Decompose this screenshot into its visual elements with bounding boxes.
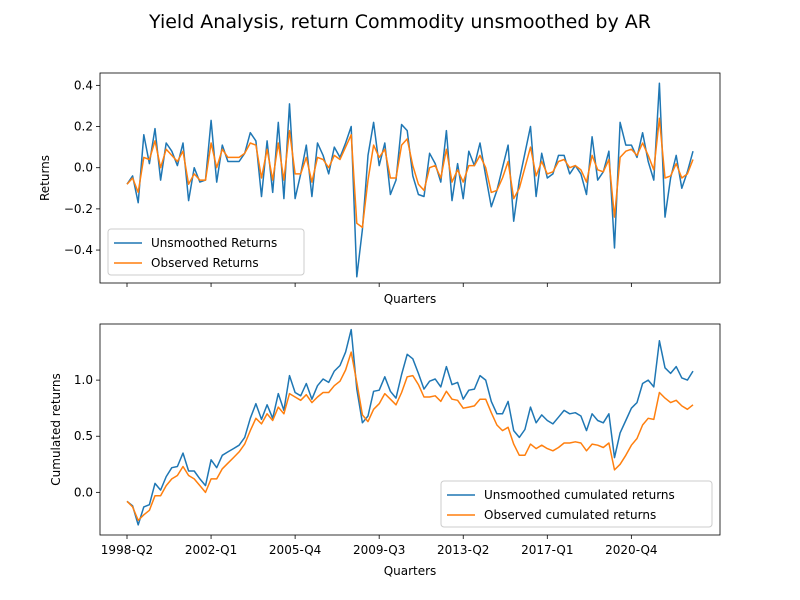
- returns-y-axis-label: Returns: [38, 155, 52, 201]
- cumulated-y-axis-label: Cumulated returns: [49, 373, 63, 485]
- cumulated-ytick-label: 0.5: [74, 429, 93, 443]
- returns-ytick-label: −0.2: [64, 202, 93, 216]
- cumulated-xtick-label: 2009-Q3: [353, 543, 405, 557]
- returns-x-axis-label: Quarters: [384, 292, 437, 306]
- returns-ytick-label: 0.0: [74, 161, 93, 175]
- cumulated-xtick-label: 2017-Q1: [521, 543, 573, 557]
- cumulated-x-axis-label: Quarters: [384, 564, 437, 578]
- cumulated-axes-frame: [99, 323, 721, 536]
- returns-ytick-label: 0.2: [74, 120, 93, 134]
- cumulated-legend-label: Unsmoothed cumulated returns: [484, 488, 675, 502]
- cumulated-series-line-2: [126, 351, 694, 522]
- cumulated-legend: Unsmoothed cumulated returns Observed cum…: [440, 480, 713, 528]
- cumulated-legend-box: [440, 480, 713, 528]
- returns-ytick-label: 0.4: [74, 78, 93, 92]
- cumulated-series-line-1: [126, 328, 694, 526]
- cumulated-xtick-label: 2002-Q1: [185, 543, 237, 557]
- cumulated-ytick-label: 0.0: [74, 485, 93, 499]
- cumulated-xtick-label: 1998-Q2: [101, 543, 153, 557]
- cumulated-xtick-label: 2013-Q2: [437, 543, 489, 557]
- returns-legend-label: Unsmoothed Returns: [151, 236, 277, 250]
- cumulated-legend-label: Observed cumulated returns: [484, 508, 656, 522]
- cumulated-xtick-label: 2005-Q4: [269, 543, 321, 557]
- cumulated-ytick-label: 1.0: [74, 373, 93, 387]
- cumulated-xtick-label: 2020-Q4: [605, 543, 657, 557]
- returns-ytick-label: −0.4: [64, 243, 93, 257]
- returns-legend-label: Observed Returns: [151, 256, 259, 270]
- cumulated-returns-subplot: 0.0 0.5 1.0 1998-Q2 2002-Q1 2005-Q4 2009-Q3 201…: [49, 323, 721, 578]
- returns-subplot: −0.4 −0.2 0.0 0.2 0.4 Quarters Returns Unsmooth…: [38, 72, 721, 306]
- returns-axes-frame: [99, 72, 721, 284]
- returns-legend-box: [107, 228, 305, 276]
- figure-title: Yield Analysis, return Commodity unsmoot…: [148, 11, 651, 33]
- returns-legend: Unsmoothed Returns Observed Returns: [107, 228, 305, 276]
- returns-series-line-2: [126, 117, 694, 229]
